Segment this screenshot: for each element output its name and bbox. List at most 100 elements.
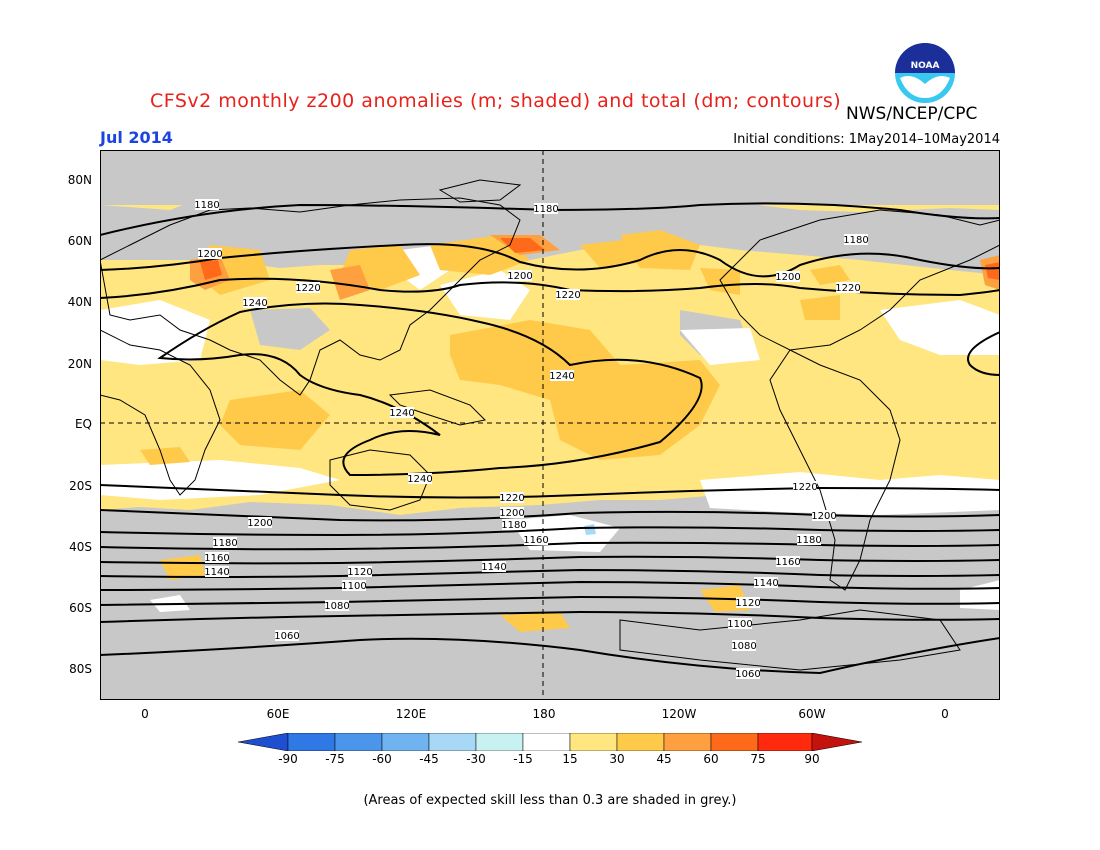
svg-text:1240: 1240 xyxy=(389,408,414,419)
svg-text:1140: 1140 xyxy=(204,567,229,578)
contour-label: 1240 xyxy=(549,370,575,382)
contour-label: 1120 xyxy=(735,597,761,609)
lat-label: 40S xyxy=(69,540,92,554)
lat-label: EQ xyxy=(74,417,92,431)
colorbar-label: -90 xyxy=(278,752,298,766)
colorbar-segment xyxy=(616,733,665,751)
colorbar-right-arrow xyxy=(811,733,862,751)
svg-text:1220: 1220 xyxy=(835,283,860,294)
colorbar-segment xyxy=(710,733,759,751)
contour-label: 1140 xyxy=(753,577,779,589)
lat-label: 20S xyxy=(69,479,92,493)
svg-text:1240: 1240 xyxy=(242,298,267,309)
colorbar-segment xyxy=(757,733,813,751)
lon-label: 60E xyxy=(266,707,290,721)
colorbar-left-arrow xyxy=(238,733,289,751)
contour-label: 1200 xyxy=(247,517,273,529)
colorbar-label: -30 xyxy=(466,752,486,766)
svg-text:1160: 1160 xyxy=(775,557,800,568)
colorbar-label: 30 xyxy=(609,752,625,766)
color-scale-bar xyxy=(238,733,862,751)
lat-label: 80N xyxy=(67,173,92,187)
colorbar-label: 45 xyxy=(656,752,672,766)
colorbar-segment xyxy=(287,733,336,751)
contour-label: 1160 xyxy=(204,552,230,564)
svg-text:1180: 1180 xyxy=(796,535,821,546)
contour-label: 1180 xyxy=(796,534,822,546)
contour-label: 1220 xyxy=(792,481,818,493)
contour-label: 1180 xyxy=(212,537,238,549)
colorbar-label: -60 xyxy=(372,752,392,766)
contour-label: 1140 xyxy=(204,566,230,578)
colorbar-label: -45 xyxy=(419,752,439,766)
lat-label: 40N xyxy=(67,295,92,309)
svg-text:1200: 1200 xyxy=(507,271,532,282)
contour-labels: 1180 1180 1180 1200 1200 1200 1220 1220 … xyxy=(194,199,869,680)
anomaly-60-75-regions xyxy=(200,238,1000,280)
contour-label: 1120 xyxy=(347,566,373,578)
contour-label: 1180 xyxy=(533,203,559,215)
forecast-period: Jul 2014 xyxy=(100,128,173,147)
height-contours xyxy=(100,202,1000,675)
anomaly-neg-15-30-region xyxy=(584,524,596,535)
svg-text:1180: 1180 xyxy=(843,235,868,246)
contour-label: 1200 xyxy=(775,271,801,283)
svg-text:1140: 1140 xyxy=(481,562,506,573)
contour-label: 1060 xyxy=(274,630,300,642)
svg-text:1200: 1200 xyxy=(197,249,222,260)
svg-text:1200: 1200 xyxy=(499,508,524,519)
coastlines xyxy=(100,179,1000,671)
contour-label: 1080 xyxy=(731,640,757,652)
svg-text:1120: 1120 xyxy=(347,567,372,578)
lat-label: 80S xyxy=(69,662,92,676)
lon-label: 60W xyxy=(798,707,826,721)
colorbar-label: -15 xyxy=(513,752,533,766)
contour-label: 1240 xyxy=(389,407,415,419)
svg-text:1160: 1160 xyxy=(204,553,229,564)
svg-text:1220: 1220 xyxy=(295,283,320,294)
svg-text:1200: 1200 xyxy=(775,272,800,283)
colorbar-label: 75 xyxy=(750,752,766,766)
agency-label: NWS/NCEP/CPC xyxy=(846,104,978,124)
lon-label: 0 xyxy=(141,707,149,721)
anomaly-map: 1180 1180 1180 1200 1200 1200 1220 1220 … xyxy=(100,150,1000,700)
noaa-logo-text: NOAA xyxy=(911,61,940,71)
svg-text:1060: 1060 xyxy=(274,631,299,642)
contour-label: 1200 xyxy=(197,248,223,260)
contour-label: 1220 xyxy=(835,282,861,294)
colorbar-label: 60 xyxy=(703,752,719,766)
contour-label: 1240 xyxy=(242,297,268,309)
contour-label: 1100 xyxy=(341,580,367,592)
lon-label: 180 xyxy=(532,707,556,721)
map-title: CFSv2 monthly z200 anomalies (m; shaded)… xyxy=(150,90,842,112)
contour-label: 1080 xyxy=(324,600,350,612)
svg-text:1180: 1180 xyxy=(194,200,219,211)
colorbar-segment xyxy=(428,733,477,751)
noaa-logo: NOAA xyxy=(895,43,955,103)
skill-footnote: (Areas of expected skill less than 0.3 a… xyxy=(363,793,737,808)
lat-label: 60S xyxy=(69,601,92,615)
colorbar-label: -75 xyxy=(325,752,345,766)
svg-text:1220: 1220 xyxy=(499,493,524,504)
colorbar-segment xyxy=(569,733,618,751)
svg-text:1180: 1180 xyxy=(212,538,237,549)
svg-text:1100: 1100 xyxy=(341,581,366,592)
svg-text:1240: 1240 xyxy=(549,371,574,382)
colorbar-segment xyxy=(381,733,430,751)
svg-text:1220: 1220 xyxy=(792,482,817,493)
lat-label: 60N xyxy=(67,234,92,248)
colorbar-segment xyxy=(663,733,712,751)
colorbar-segment xyxy=(522,733,571,751)
contour-label: 1160 xyxy=(523,534,549,546)
contour-label: 1180 xyxy=(194,199,220,211)
contour-label: 1180 xyxy=(501,519,527,531)
near-zero-regions xyxy=(100,245,1000,612)
colorbar-label: 90 xyxy=(804,752,820,766)
svg-text:1180: 1180 xyxy=(533,204,558,215)
map-frame xyxy=(100,150,1000,700)
svg-text:1160: 1160 xyxy=(523,535,548,546)
contour-label: 1220 xyxy=(555,289,581,301)
svg-text:1180: 1180 xyxy=(501,520,526,531)
svg-text:1080: 1080 xyxy=(731,641,756,652)
initial-conditions: Initial conditions: 1May2014–10May2014 xyxy=(733,132,1000,147)
